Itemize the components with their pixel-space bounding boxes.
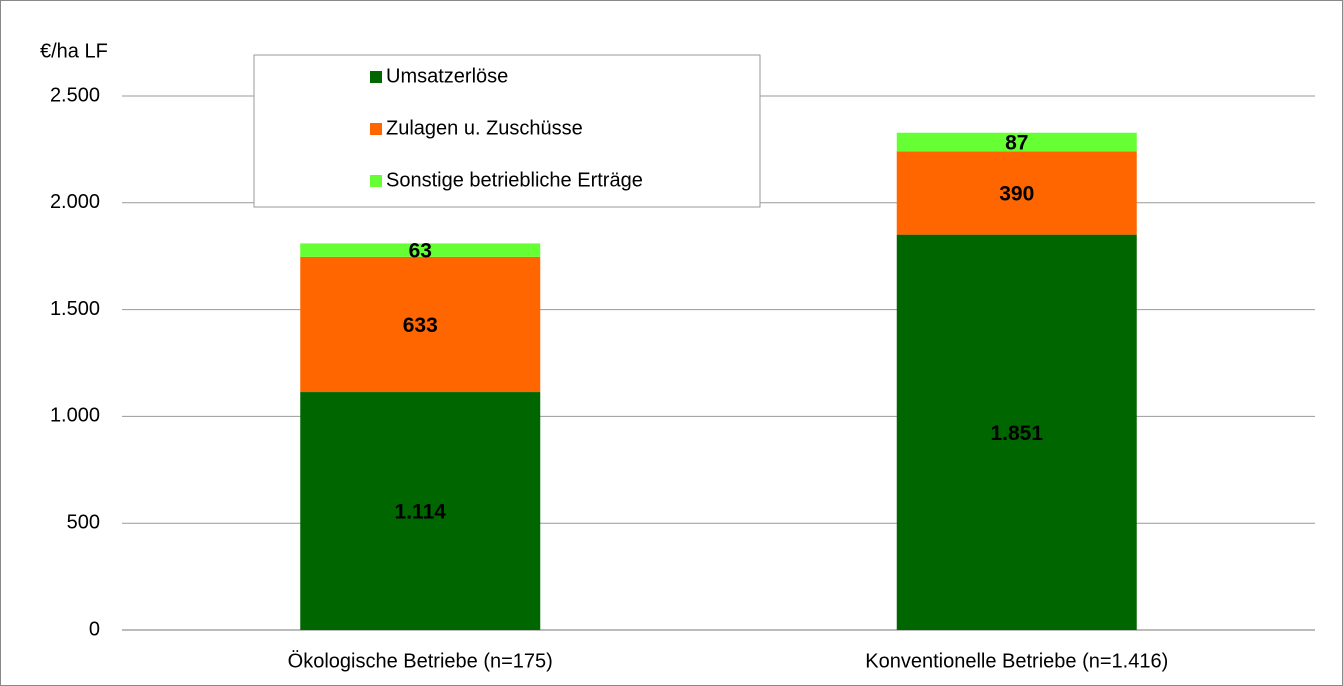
legend-box (253, 54, 761, 208)
bar-segment (300, 392, 541, 630)
bar-segment (300, 243, 541, 257)
x-tick-label: Konventionelle Betriebe (n=1.416) (865, 650, 1168, 672)
y-tick-label: 2.500 (50, 84, 100, 106)
y-tick-label: 2.000 (50, 191, 100, 213)
bar-segment (896, 132, 1137, 152)
data-label: 633 (403, 314, 438, 337)
data-label: 390 (999, 183, 1034, 206)
legend-label: Sonstige betriebliche Erträge (386, 169, 643, 191)
y-tick-label: 1.000 (50, 405, 100, 427)
legend-label: Zulagen u. Zuschüsse (386, 117, 583, 139)
data-label: 1.851 (990, 422, 1043, 445)
legend-swatch (370, 71, 382, 83)
legend-swatch (370, 123, 382, 135)
legend-label: Umsatzerlöse (386, 65, 508, 87)
data-label: 87 (1005, 132, 1028, 155)
bar-segment (896, 234, 1137, 630)
bar-segment (300, 256, 541, 393)
y-axis-label: €/ha LF (40, 40, 108, 62)
x-tick-label: Ökologische Betriebe (n=175) (288, 650, 553, 672)
y-tick-label: 500 (67, 511, 100, 533)
legend-swatch (370, 175, 382, 187)
y-tick-label: 0 (89, 618, 100, 640)
y-tick-label: 1.500 (50, 298, 100, 320)
bar-segment (896, 151, 1137, 235)
data-label: 63 (409, 240, 432, 263)
data-label: 1.114 (395, 501, 447, 524)
